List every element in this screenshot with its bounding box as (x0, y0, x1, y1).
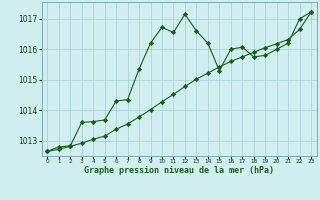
X-axis label: Graphe pression niveau de la mer (hPa): Graphe pression niveau de la mer (hPa) (84, 166, 274, 175)
